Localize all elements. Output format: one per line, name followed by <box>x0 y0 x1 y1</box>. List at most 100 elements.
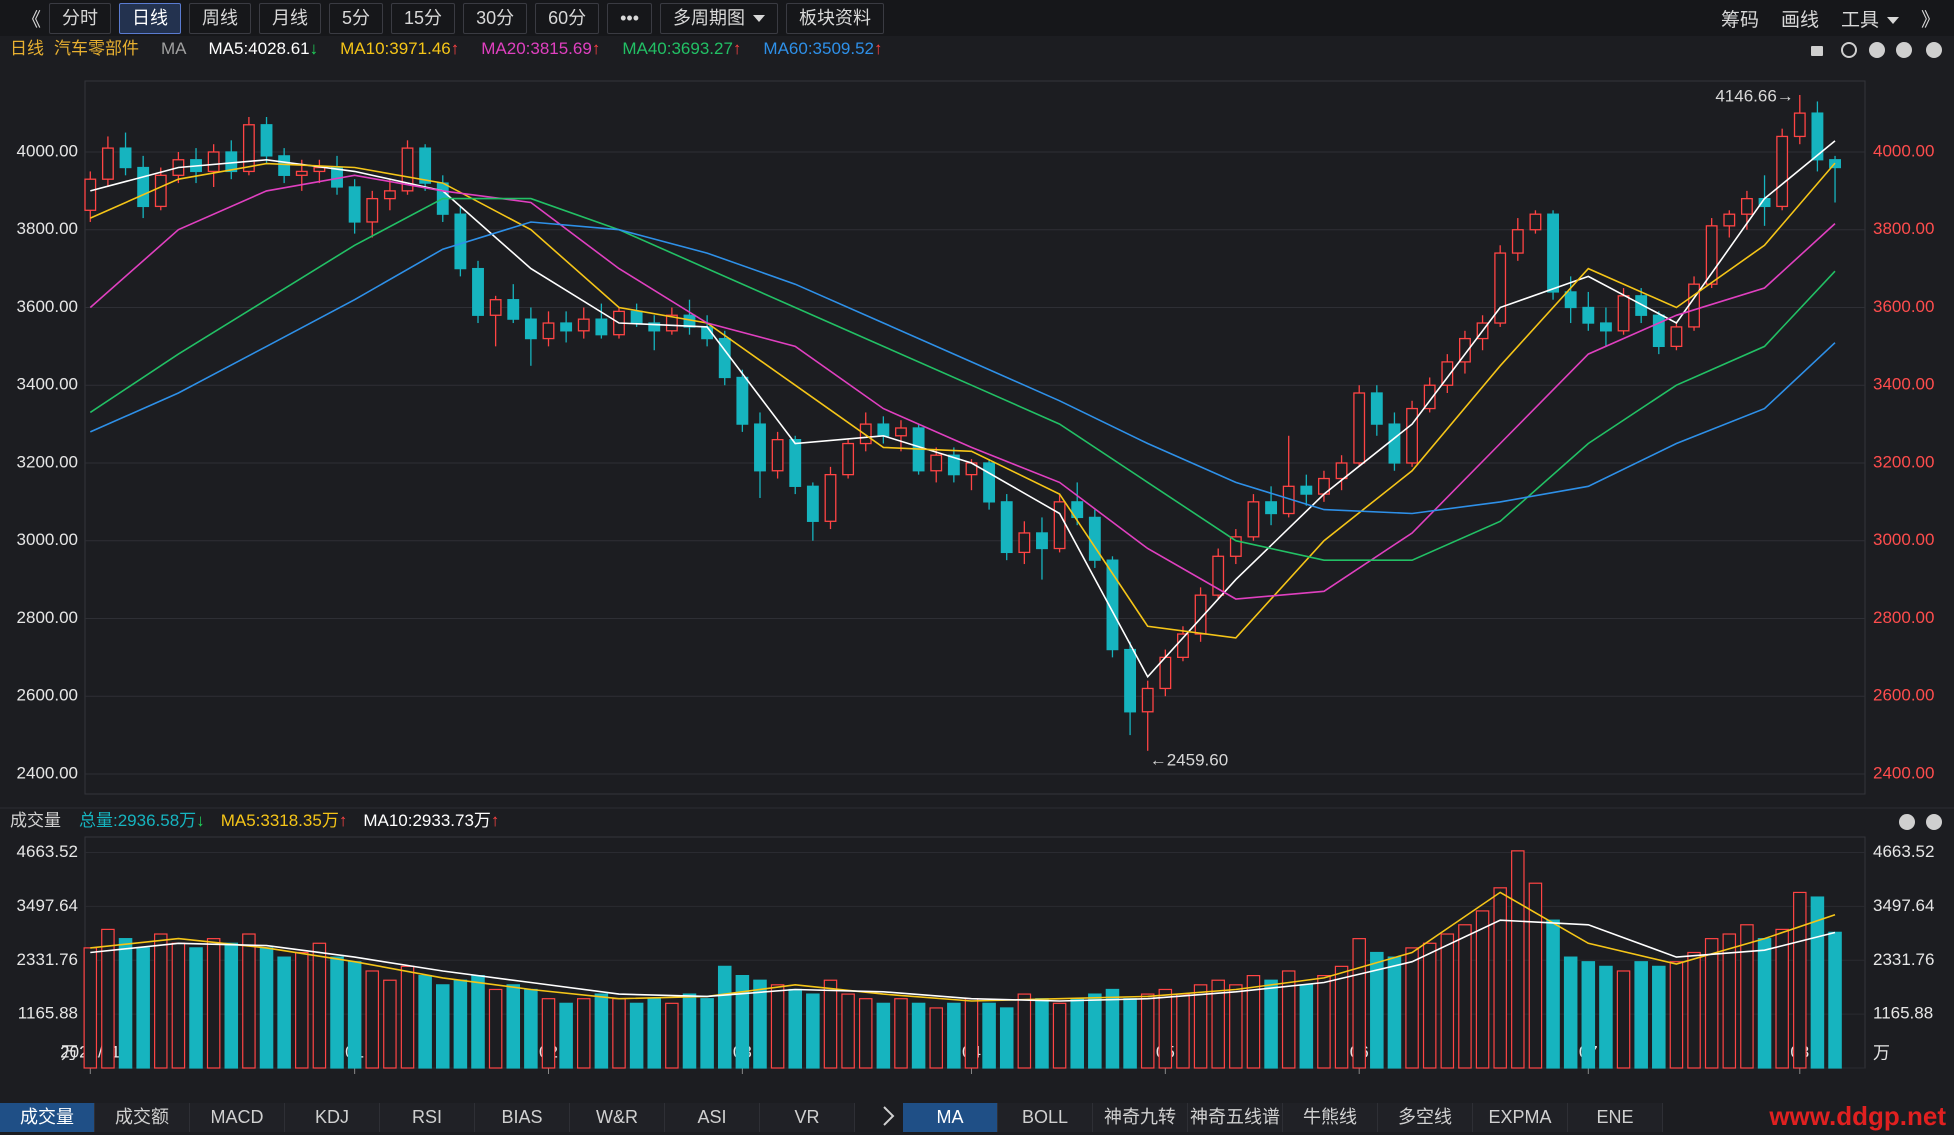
indicator-tab[interactable]: 神奇五线谱 <box>1188 1103 1283 1132</box>
volume-bar <box>682 993 697 1069</box>
indicator-tab[interactable]: W&R <box>570 1103 665 1132</box>
volume-bar <box>1281 970 1296 1069</box>
volume-bar <box>1546 919 1560 1069</box>
candle-body <box>1212 555 1225 596</box>
y-tick-label: 3000.00 <box>1873 530 1934 549</box>
toolbar: 《分时 日线 周线 月线 5分 15分 30分 60分 ••• 多周期图 板块资料 筹码 画线 工具》 <box>0 0 1954 36</box>
volume-bar <box>576 998 591 1069</box>
y-tick-label: 2400.00 <box>1873 763 1934 782</box>
candle-body <box>806 485 819 522</box>
indicator-tab[interactable]: BIAS <box>475 1103 570 1132</box>
indicator-tab[interactable]: MACD <box>190 1103 285 1132</box>
indicator-tab[interactable]: 成交额 <box>95 1103 190 1132</box>
toolbar-button[interactable]: 画线 <box>1780 9 1819 31</box>
min-annotation: ←2459.60 <box>1150 750 1228 769</box>
candle-body <box>665 314 678 332</box>
indicator-tab[interactable]: EXPMA <box>1473 1103 1568 1132</box>
ma-line <box>90 140 1836 679</box>
volume-bar <box>894 998 908 1069</box>
volume-bar <box>1775 928 1789 1069</box>
indicator-tab[interactable]: 神奇九转 <box>1093 1103 1188 1132</box>
candle-body <box>1036 532 1048 550</box>
indicator-tab[interactable]: MA <box>903 1103 998 1132</box>
toolbar-button[interactable]: 板块资料 <box>786 2 885 34</box>
ma-line <box>89 174 1836 600</box>
volume-bar <box>1264 979 1278 1069</box>
candle-body <box>1617 295 1630 332</box>
volume-bar <box>1035 998 1049 1069</box>
indicator-tab[interactable]: KDJ <box>285 1103 380 1132</box>
y-tick-label: 2400.00 <box>17 763 78 782</box>
toolbar-button[interactable]: 工具 <box>1841 5 1899 32</box>
candle-body <box>1053 501 1066 550</box>
candle-body <box>1124 648 1137 713</box>
volume-bar <box>1229 984 1243 1069</box>
volume-bar <box>735 974 750 1069</box>
indicator-tab[interactable]: 牛熊线 <box>1283 1103 1378 1132</box>
toolbar-button[interactable]: 15分 <box>391 2 456 34</box>
toolbar-button[interactable]: 日线 <box>119 2 182 34</box>
toolbar-button[interactable]: 多周期图 <box>660 2 779 34</box>
volume-bar <box>330 956 344 1069</box>
indicator-tab[interactable]: 多空线 <box>1378 1103 1473 1132</box>
volume-bar <box>1105 988 1120 1069</box>
indicator-tab[interactable]: ASI <box>665 1103 760 1132</box>
volume-bar <box>1511 850 1525 1069</box>
volume-bar <box>806 993 820 1069</box>
y-tick-label: 3400.00 <box>1873 375 1934 394</box>
volume-bar <box>559 1002 573 1069</box>
indicator-tab[interactable]: RSI <box>380 1103 475 1132</box>
candle-body <box>859 423 872 445</box>
toolbar-button[interactable]: 月线 <box>259 2 322 34</box>
volume-bar <box>1370 951 1384 1069</box>
candle-body <box>877 423 890 437</box>
legend-item: MA60:3509.52 <box>763 39 874 58</box>
toolbar-button[interactable]: 周线 <box>189 2 252 34</box>
candle-body <box>1705 225 1718 285</box>
candle-body <box>1406 407 1419 464</box>
volume-bar <box>1352 938 1366 1069</box>
candle-body <box>154 174 167 208</box>
volume-bar <box>118 938 133 1069</box>
volume-bar <box>841 993 855 1069</box>
toolbar-button[interactable]: 筹码 <box>1720 9 1759 31</box>
indicator-tab[interactable]: ENE <box>1568 1103 1663 1132</box>
candle-body <box>1141 687 1154 713</box>
volume-bar <box>453 979 468 1069</box>
volume-bar <box>1405 947 1419 1069</box>
legend-item: 汽车零部件 <box>54 39 139 58</box>
toolbar-button[interactable]: 分时 <box>49 2 112 34</box>
volume-bar <box>224 942 239 1069</box>
indicator-tab[interactable]: VR <box>760 1103 855 1132</box>
candle-body <box>754 423 766 472</box>
toolbar-button[interactable]: 5分 <box>329 2 384 34</box>
toolbar-button[interactable]: 》 <box>1920 9 1940 31</box>
toolbar-button[interactable]: ••• <box>607 2 653 34</box>
volume-bar <box>788 988 803 1069</box>
toolbar-button[interactable]: 60分 <box>535 2 600 34</box>
candle-body <box>278 155 291 176</box>
y-tick-label: 2600.00 <box>17 686 78 705</box>
y-tick-label: 3800.00 <box>17 219 78 238</box>
tab-arrow[interactable] <box>883 1106 895 1126</box>
y-tick-label: 3600.00 <box>17 297 78 316</box>
volume-bar <box>154 933 168 1069</box>
candle-body <box>1652 314 1665 348</box>
volume-bar <box>1387 956 1402 1069</box>
legend-item: ↑ <box>339 811 348 830</box>
volume-bar <box>982 1002 996 1069</box>
volume-bar <box>594 993 609 1069</box>
candle-body <box>560 322 573 332</box>
indicator-tabs: 成交量 成交额 MACD KDJ RSI BIAS W&R ASI VR MA BOLL 神奇九转 神奇… <box>0 1100 1954 1135</box>
indicator-tab[interactable]: 成交量 <box>0 1103 95 1132</box>
volume-bar <box>717 965 732 1069</box>
y-tick-label: 1165.88 <box>1873 1004 1933 1023</box>
candle-body <box>1582 306 1595 324</box>
toolbar-button[interactable]: 《 <box>22 9 42 31</box>
candle-body <box>348 186 361 223</box>
indicator-tab[interactable]: BOLL <box>998 1103 1093 1132</box>
volume-bar <box>964 998 979 1069</box>
volume-bar <box>1493 887 1507 1069</box>
toolbar-button[interactable]: 30分 <box>463 2 528 34</box>
